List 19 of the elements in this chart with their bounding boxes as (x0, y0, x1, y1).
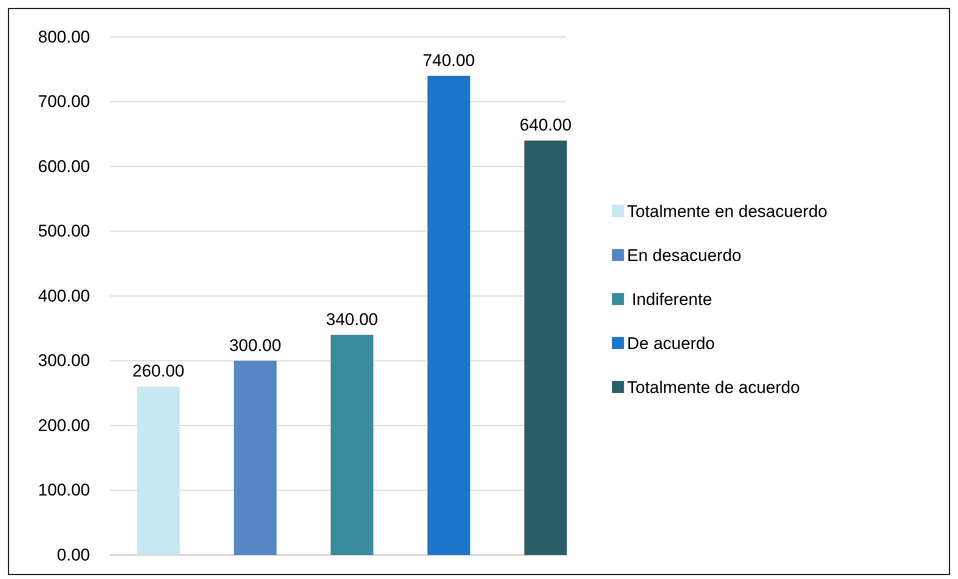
legend-label: Totalmente en desacuerdo (627, 202, 828, 221)
y-tick-label: 700.00 (38, 92, 90, 112)
y-tick-label: 400.00 (38, 286, 90, 306)
y-tick-label: 100.00 (38, 480, 90, 500)
data-label: 340.00 (326, 310, 378, 329)
legend-label: Indiferente (627, 290, 712, 309)
y-tick-label: 500.00 (38, 222, 90, 241)
legend-label: Totalmente de acuerdo (627, 378, 800, 397)
y-tick-label: 300.00 (38, 351, 90, 370)
y-tick-label: 600.00 (38, 156, 90, 176)
y-tick-label: 0.00 (56, 545, 90, 564)
data-label: 300.00 (229, 336, 282, 355)
data-label: 740.00 (422, 50, 475, 70)
y-tick-label: 800.00 (38, 27, 90, 46)
y-tick-label: 200.00 (38, 416, 90, 435)
data-label: 260.00 (132, 362, 184, 381)
legend-label: De acuerdo (627, 334, 715, 353)
legend-label: En desacuerdo (627, 246, 742, 265)
data-label: 640.00 (520, 116, 572, 135)
